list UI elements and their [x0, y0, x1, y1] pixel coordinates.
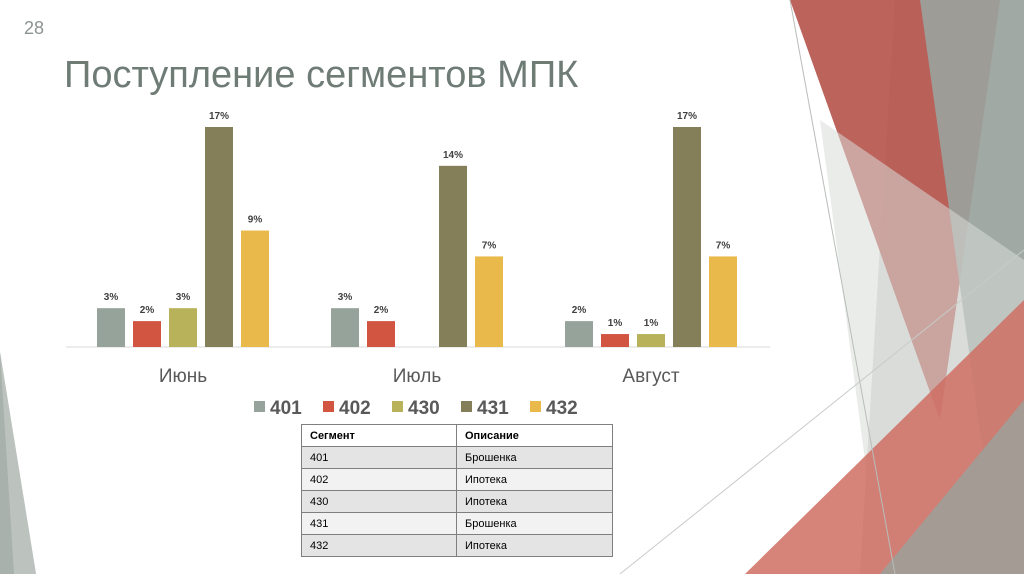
data-label-430-0: 3% [176, 292, 191, 303]
bar-431-1 [439, 165, 467, 347]
legend-swatch-401 [254, 401, 265, 412]
category-labels: Июнь Июль Август [159, 366, 680, 387]
segment-table: Сегмент Описание 401 Брошенка 402 Ипотек… [301, 424, 613, 557]
category-label-0: Июнь [159, 366, 207, 387]
legend-swatch-430 [392, 401, 403, 412]
data-label-402-2: 1% [608, 318, 623, 329]
table-header-description: Описание [456, 424, 613, 447]
legend-swatch-432 [530, 401, 541, 412]
category-label-1: Июль [393, 366, 442, 387]
bar-432-1 [475, 256, 503, 347]
table-row: 431 Брошенка [301, 512, 613, 535]
table-cell-segment: 402 [301, 468, 457, 491]
data-label-432-1: 7% [482, 240, 497, 251]
slide-number: 28 [24, 18, 45, 38]
bar-401-2 [565, 321, 593, 347]
category-label-2: Август [622, 366, 679, 387]
bar-432-0 [241, 230, 269, 347]
data-label-402-0: 2% [140, 305, 155, 316]
table-row: 402 Ипотека [301, 468, 613, 491]
table-cell-description: Ипотека [456, 468, 613, 491]
table-header-row: Сегмент Описание [301, 424, 613, 447]
table-cell-description: Ипотека [456, 534, 613, 557]
table-cell-segment: 401 [301, 446, 457, 469]
data-label-402-1: 2% [374, 305, 389, 316]
table-cell-segment: 432 [301, 534, 457, 557]
chart-legend: 401 402 430 431 432 [254, 398, 578, 419]
table-cell-description: Брошенка [456, 446, 613, 469]
table-cell-segment: 431 [301, 512, 457, 535]
legend-swatch-402 [323, 401, 334, 412]
bar-430-2 [637, 334, 665, 347]
bar-431-0 [205, 127, 233, 347]
legend-label-430: 430 [408, 398, 440, 419]
bar-402-0 [133, 321, 161, 347]
data-label-432-0: 9% [248, 215, 263, 226]
legend-label-432: 432 [546, 398, 578, 419]
table-cell-segment: 430 [301, 490, 457, 513]
bar-431-2 [673, 127, 701, 347]
data-label-430-2: 1% [644, 318, 659, 329]
bar-430-0 [169, 308, 197, 347]
legend-label-401: 401 [270, 398, 302, 419]
bar-402-1 [367, 321, 395, 347]
bars-group: 3% 2% 3% 17% 9% 3% 2% 14% 7% 2% 1% 1% 17% 7% [97, 111, 737, 347]
data-label-401-0: 3% [104, 292, 119, 303]
data-label-431-0: 17% [209, 111, 229, 122]
bar-432-2 [709, 256, 737, 347]
table-cell-description: Ипотека [456, 490, 613, 513]
table-row: 432 Ипотека [301, 534, 613, 557]
data-label-431-1: 14% [443, 150, 463, 161]
table-header-segment: Сегмент [301, 424, 457, 447]
table-cell-description: Брошенка [456, 512, 613, 535]
legend-label-431: 431 [477, 398, 509, 419]
bar-401-0 [97, 308, 125, 347]
table-row: 430 Ипотека [301, 490, 613, 513]
data-label-401-1: 3% [338, 292, 353, 303]
legend-label-402: 402 [339, 398, 371, 419]
table-row: 401 Брошенка [301, 446, 613, 469]
data-label-401-2: 2% [572, 305, 587, 316]
slide-title: Поступление сегментов МПК [64, 54, 579, 96]
data-label-432-2: 7% [716, 240, 731, 251]
legend-swatch-431 [461, 401, 472, 412]
bar-402-2 [601, 334, 629, 347]
data-label-431-2: 17% [677, 111, 697, 122]
bar-401-1 [331, 308, 359, 347]
